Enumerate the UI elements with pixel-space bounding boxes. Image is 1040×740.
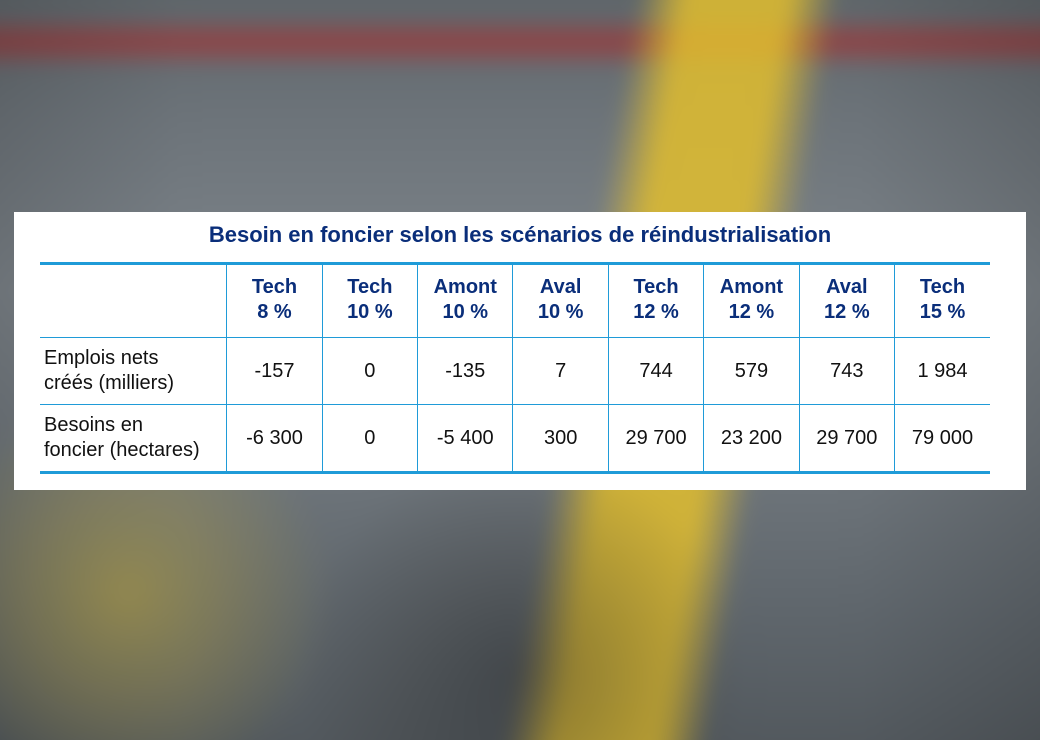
col-header: Tech 15 %	[895, 264, 990, 338]
col-header: Tech 12 %	[608, 264, 703, 338]
col-header: Amont 12 %	[704, 264, 799, 338]
col-header: Tech 10 %	[322, 264, 417, 338]
cell: 743	[799, 338, 894, 405]
col-header: Aval 12 %	[799, 264, 894, 338]
cell: 1 984	[895, 338, 990, 405]
col-header-line1: Tech	[252, 276, 297, 298]
cell: -157	[227, 338, 322, 405]
col-header-line1: Amont	[720, 276, 783, 298]
col-header: Aval 10 %	[513, 264, 608, 338]
row-label-line1: Emplois nets	[44, 347, 159, 369]
col-header-line1: Tech	[633, 276, 678, 298]
col-header-line1: Amont	[434, 276, 497, 298]
cell: 7	[513, 338, 608, 405]
row-label-line2: foncier (hectares)	[44, 439, 200, 461]
table-row: Emplois nets créés (milliers) -157 0 -13…	[40, 338, 990, 405]
cell: 744	[608, 338, 703, 405]
col-header: Tech 8 %	[227, 264, 322, 338]
row-label: Besoins en foncier (hectares)	[40, 405, 227, 473]
row-label: Emplois nets créés (milliers)	[40, 338, 227, 405]
cell: 300	[513, 405, 608, 473]
col-header-line1: Tech	[347, 276, 392, 298]
cell: -135	[418, 338, 513, 405]
cell: 0	[322, 338, 417, 405]
row-label-line1: Besoins en	[44, 414, 143, 436]
cell: 29 700	[799, 405, 894, 473]
table-header-row: Tech 8 % Tech 10 % Amont 10 % Aval 10 % …	[40, 264, 990, 338]
col-header-line2: 10 %	[538, 301, 584, 323]
col-header-line2: 12 %	[729, 301, 775, 323]
cell: 23 200	[704, 405, 799, 473]
cell: -6 300	[227, 405, 322, 473]
table-header-blank	[40, 264, 227, 338]
col-header-line2: 8 %	[257, 301, 291, 323]
cell: 29 700	[608, 405, 703, 473]
row-label-line2: créés (milliers)	[44, 372, 174, 394]
col-header-line2: 10 %	[442, 301, 488, 323]
cell: 579	[704, 338, 799, 405]
col-header-line1: Aval	[826, 276, 868, 298]
col-header-line1: Aval	[540, 276, 582, 298]
col-header-line2: 15 %	[920, 301, 966, 323]
col-header-line2: 12 %	[633, 301, 679, 323]
table-panel: Besoin en foncier selon les scénarios de…	[14, 212, 1026, 490]
col-header: Amont 10 %	[418, 264, 513, 338]
col-header-line2: 12 %	[824, 301, 870, 323]
cell: -5 400	[418, 405, 513, 473]
cell: 0	[322, 405, 417, 473]
cell: 79 000	[895, 405, 990, 473]
col-header-line1: Tech	[920, 276, 965, 298]
table-title: Besoin en foncier selon les scénarios de…	[40, 222, 1000, 248]
scenario-table: Tech 8 % Tech 10 % Amont 10 % Aval 10 % …	[40, 262, 990, 474]
table-row: Besoins en foncier (hectares) -6 300 0 -…	[40, 405, 990, 473]
col-header-line2: 10 %	[347, 301, 393, 323]
